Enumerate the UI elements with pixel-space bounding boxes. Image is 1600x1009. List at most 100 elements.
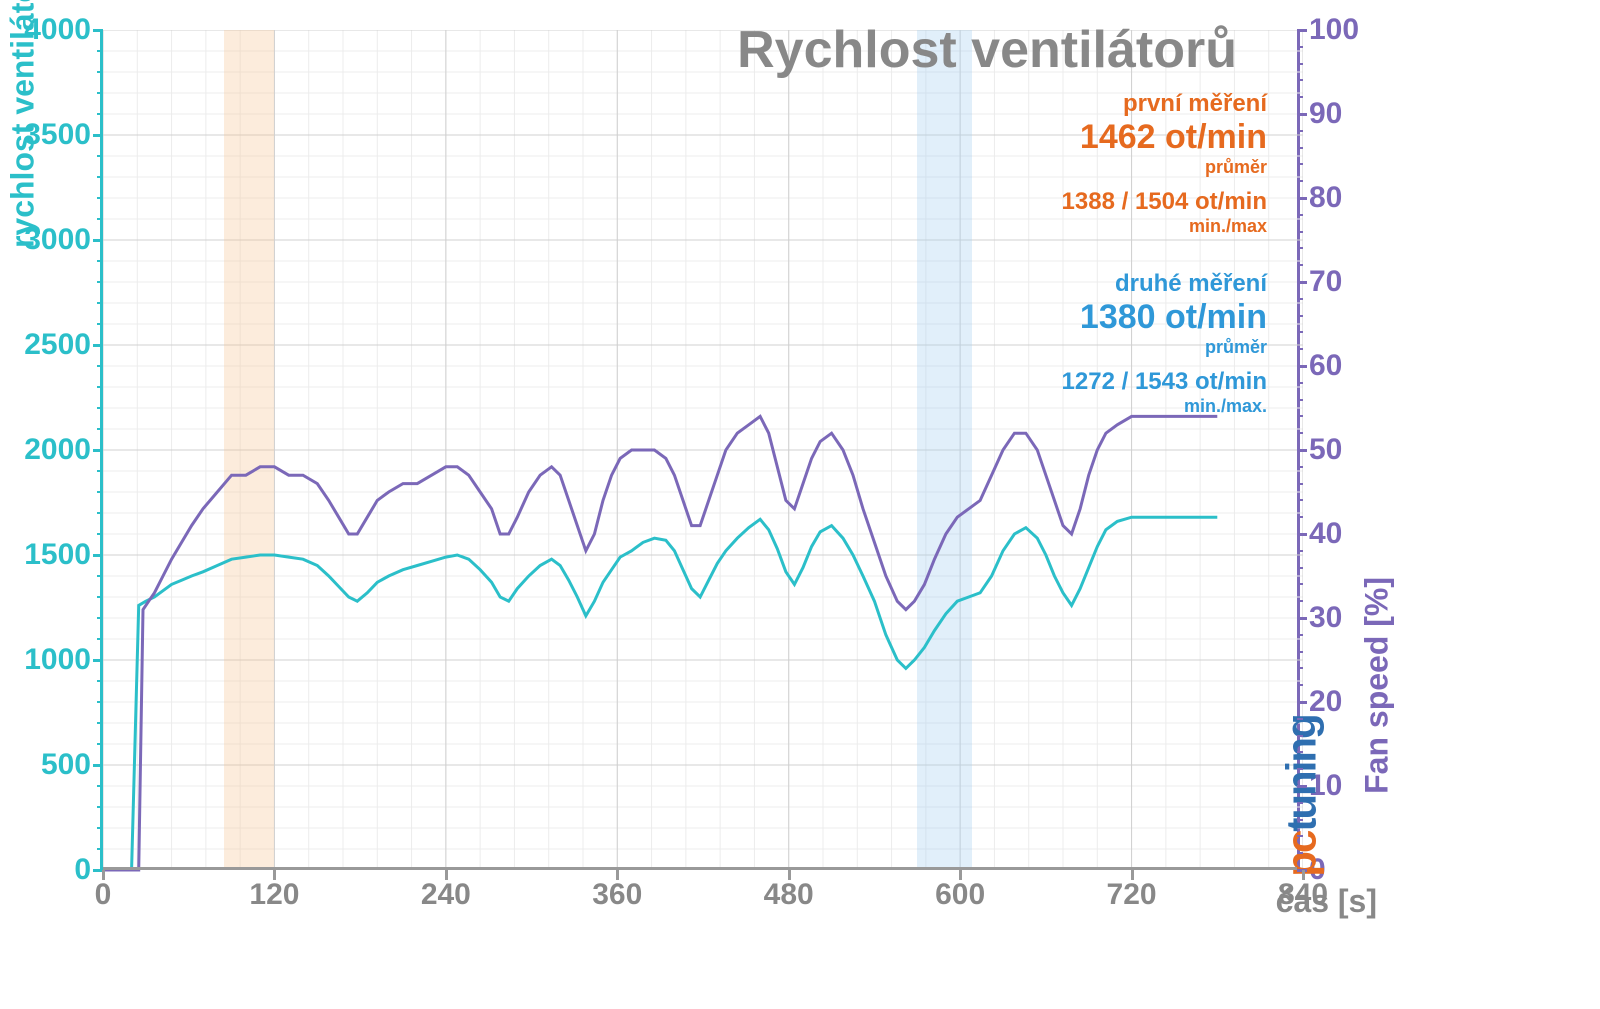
y2-minor-tick [1297,516,1303,518]
x-tick-label: 360 [592,878,642,912]
annotation-second-minmax-sub: min./max. [1062,396,1267,417]
y2-minor-tick [1297,399,1303,401]
y2-minor-tick [1297,315,1303,317]
y2-minor-tick [1297,415,1303,417]
annotation-second-value-sub: průměr [1062,337,1267,358]
y2-minor-tick [1297,600,1303,602]
y1-minor-tick [97,848,103,850]
y2-tick-label: 90 [1309,97,1342,131]
series-fan_pct [103,416,1217,870]
y2-tick [1297,533,1307,536]
y1-tick-label: 3500 [24,118,91,152]
y1-tick [93,764,103,767]
x-tick-label: 240 [421,878,471,912]
y2-minor-tick [1297,163,1303,165]
y1-minor-tick [97,323,103,325]
y2-tick-label: 100 [1309,13,1359,47]
y2-tick-label: 20 [1309,685,1342,719]
y2-tick [1297,785,1307,788]
y1-minor-tick [97,71,103,73]
y1-minor-tick [97,491,103,493]
y2-minor-tick [1297,231,1303,233]
y2-minor-tick [1297,130,1303,132]
x-tick-label: 840 [1278,878,1328,912]
x-tick-label: 600 [935,878,985,912]
y1-tick [93,134,103,137]
y2-minor-tick [1297,802,1303,804]
y2-minor-tick [1297,348,1303,350]
y1-minor-tick [97,113,103,115]
y2-minor-tick [1297,567,1303,569]
annotation-second-label: druhé měření [1062,270,1267,298]
y1-minor-tick [97,680,103,682]
y2-tick [1297,197,1307,200]
y1-minor-tick [97,302,103,304]
x-tick [273,870,276,880]
y1-minor-tick [97,596,103,598]
x-tick-label: 480 [764,878,814,912]
y1-minor-tick [97,281,103,283]
logo-tuning: tuning [1277,715,1324,831]
y1-tick-label: 500 [41,748,91,782]
y2-minor-tick [1297,684,1303,686]
y2-axis-title: Fan speed [%] [1359,577,1396,794]
y2-tick-label: 60 [1309,349,1342,383]
y2-minor-tick [1297,298,1303,300]
y1-minor-tick [97,218,103,220]
x-tick [1131,870,1134,880]
y1-minor-tick [97,197,103,199]
y1-tick [93,239,103,242]
y1-minor-tick [97,701,103,703]
y2-minor-tick [1297,718,1303,720]
x-tick [616,870,619,880]
y2-tick-label: 80 [1309,181,1342,215]
y2-minor-tick [1297,735,1303,737]
y1-tick-label: 0 [74,853,91,887]
y1-minor-tick [97,575,103,577]
y2-minor-tick [1297,432,1303,434]
chart-title: Rychlost ventilátorů [737,20,1237,80]
y2-tick [1297,29,1307,32]
y2-tick [1297,365,1307,368]
x-tick [102,870,105,880]
y2-minor-tick [1297,768,1303,770]
x-tick [1302,870,1305,880]
y1-tick-label: 1000 [24,643,91,677]
y2-tick [1297,617,1307,620]
y2-minor-tick [1297,46,1303,48]
y2-minor-tick [1297,79,1303,81]
y2-minor-tick [1297,96,1303,98]
annotation-first-value-sub: průměr [1062,157,1267,178]
x-tick-label: 0 [95,878,112,912]
y1-minor-tick [97,407,103,409]
y1-tick [93,344,103,347]
x-tick-label: 720 [1107,878,1157,912]
y1-minor-tick [97,50,103,52]
x-tick-label: 120 [249,878,299,912]
y2-minor-tick [1297,751,1303,753]
y2-minor-tick [1297,634,1303,636]
y2-tick-label: 50 [1309,433,1342,467]
y1-tick-label: 1500 [24,538,91,572]
y1-minor-tick [97,827,103,829]
y2-tick-label: 40 [1309,517,1342,551]
y1-minor-tick [97,428,103,430]
y2-minor-tick [1297,63,1303,65]
y1-tick-label: 4000 [24,13,91,47]
y1-minor-tick [97,512,103,514]
annotation-first-label: první měření [1062,90,1267,118]
y1-minor-tick [97,785,103,787]
x-tick [959,870,962,880]
y1-minor-tick [97,365,103,367]
y2-minor-tick [1297,382,1303,384]
x-tick [788,870,791,880]
y1-minor-tick [97,92,103,94]
y2-tick [1297,449,1307,452]
y2-minor-tick [1297,835,1303,837]
y1-tick-label: 2000 [24,433,91,467]
y1-minor-tick [97,533,103,535]
y2-minor-tick [1297,147,1303,149]
y2-minor-tick [1297,247,1303,249]
y2-tick [1297,701,1307,704]
y1-tick-label: 2500 [24,328,91,362]
